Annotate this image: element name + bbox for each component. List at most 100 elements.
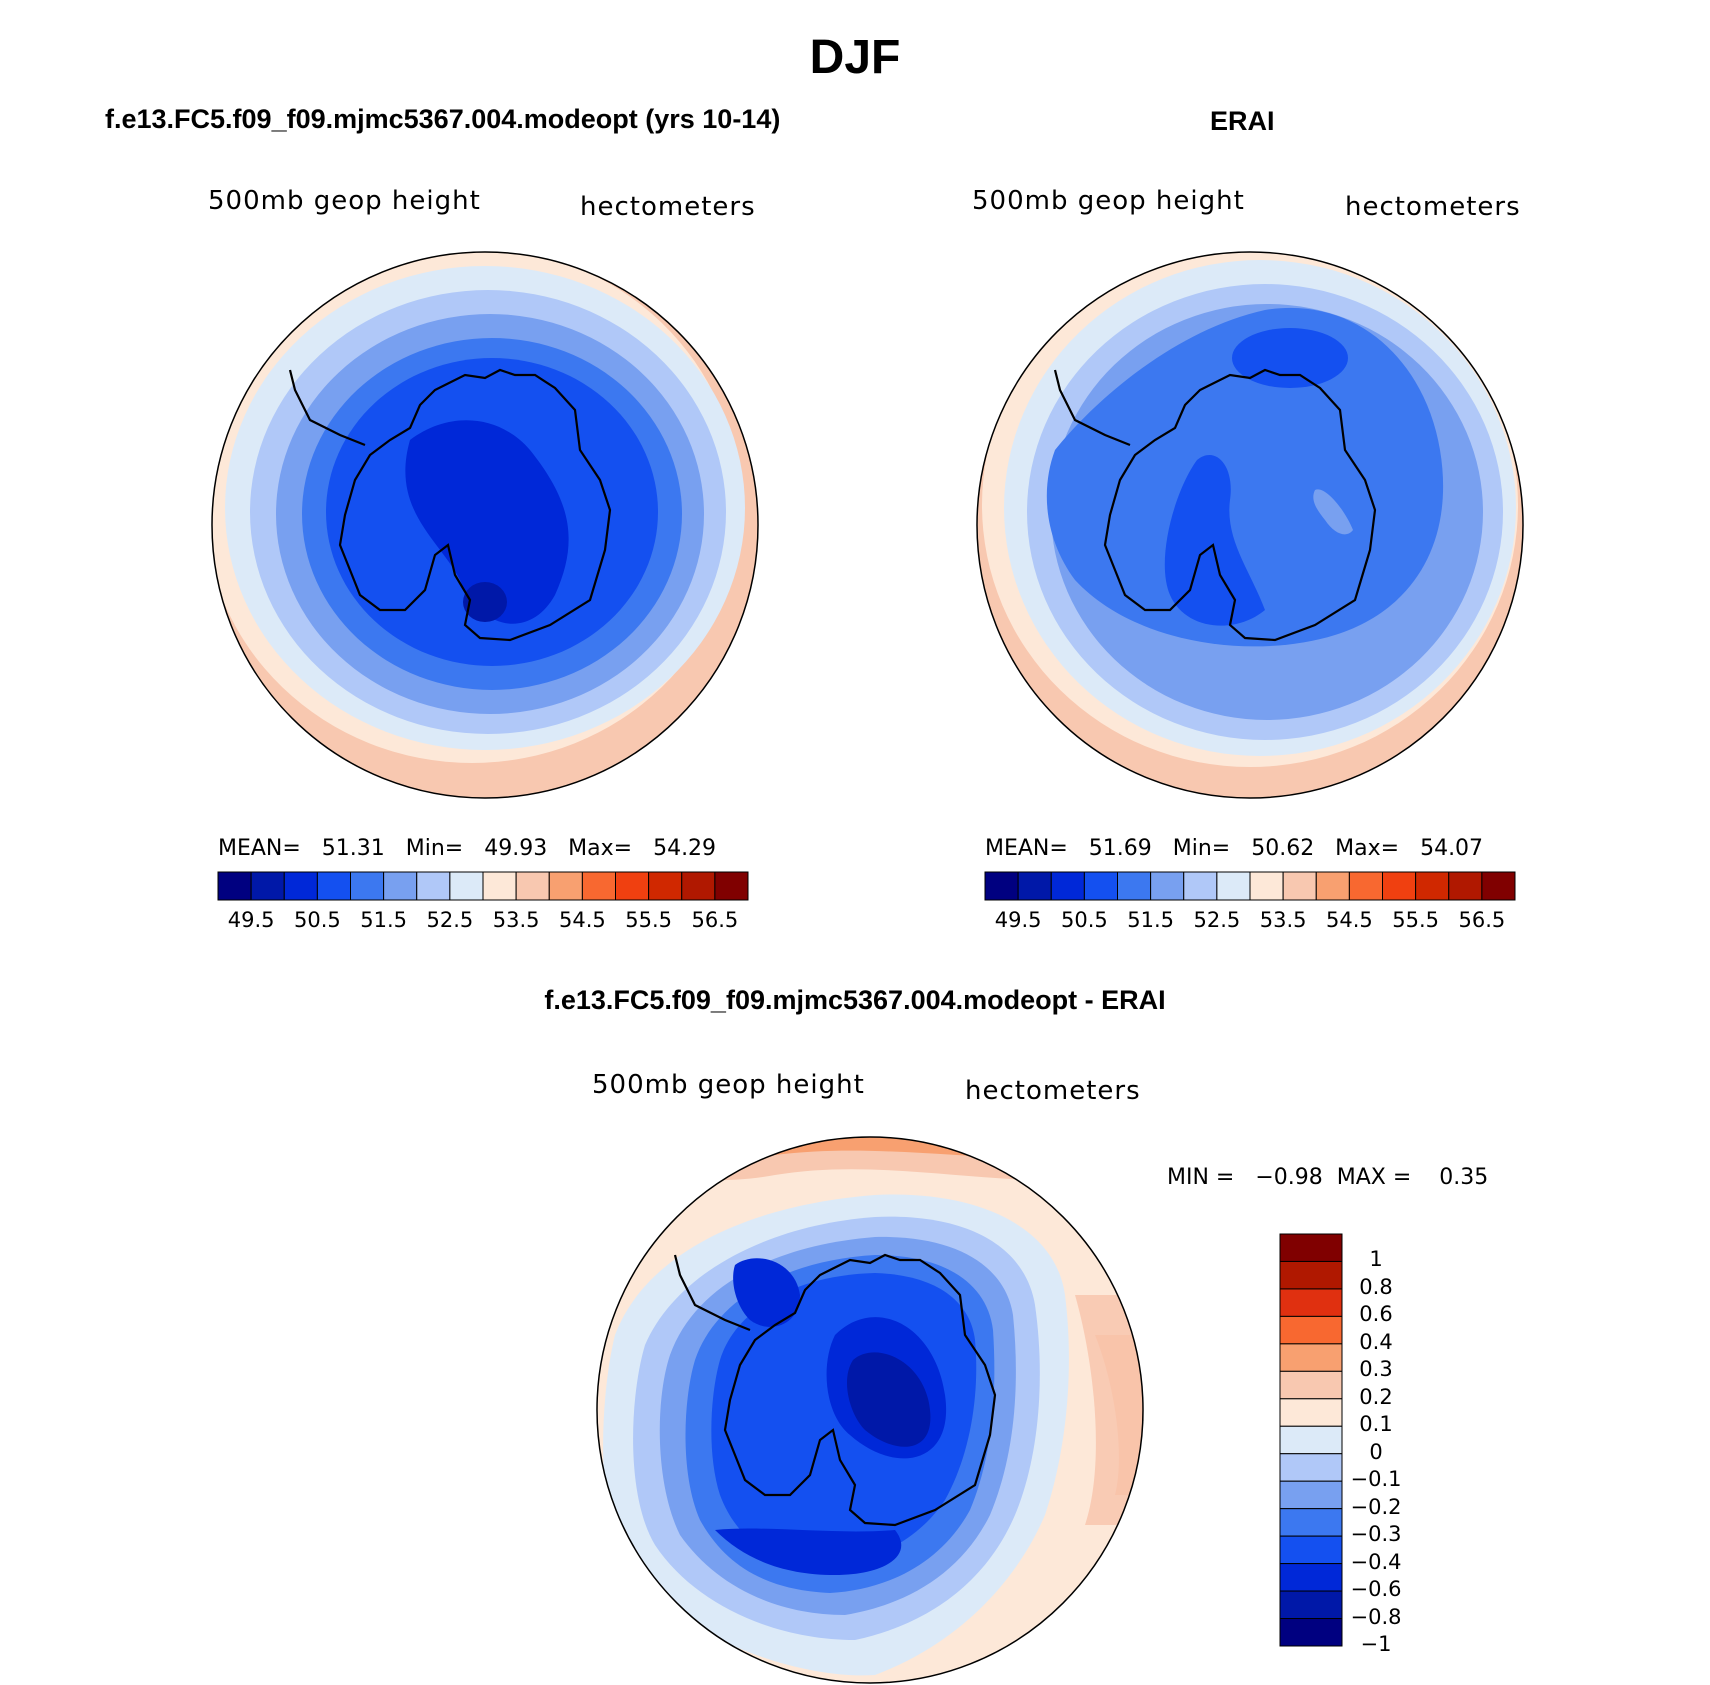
panel-1-map-border xyxy=(211,251,759,799)
panel-1-map xyxy=(211,251,759,799)
panel-3-antarctica-coastline xyxy=(723,1253,997,1527)
colorbar-swatch xyxy=(1279,1233,1343,1262)
colorbar-tick-label: 56.5 xyxy=(691,908,739,932)
panel-1-antarctica-coastline xyxy=(338,368,612,642)
colorbar-swatch xyxy=(1279,1288,1343,1317)
colorbar-swatch xyxy=(714,871,749,901)
colorbar-tick-label: −0.2 xyxy=(1350,1494,1402,1519)
colorbar-swatch xyxy=(1279,1535,1343,1565)
colorbar-tick-label: 54.5 xyxy=(1325,908,1373,932)
colorbar-tick-label: 56.5 xyxy=(1458,908,1506,932)
colorbar-tick-label: 0.1 xyxy=(1359,1412,1393,1437)
colorbar-tick-label: 55.5 xyxy=(625,908,672,932)
colorbar-swatch xyxy=(383,871,418,901)
colorbar-tick-label: −0.6 xyxy=(1350,1577,1402,1602)
colorbar-tick-label: 50.5 xyxy=(1060,908,1108,932)
panel-3-map xyxy=(596,1136,1144,1684)
colorbar-tick-label: 52.5 xyxy=(426,908,474,932)
panel-2-title: ERAI xyxy=(1210,106,1275,136)
colorbar-swatch xyxy=(1279,1508,1343,1537)
panel-3-peninsula-coastline xyxy=(673,1254,751,1332)
colorbar-tick-label: 53.5 xyxy=(1259,908,1307,932)
colorbar-swatch xyxy=(482,871,517,901)
panel-3-field-minus-1 xyxy=(846,1352,931,1447)
colorbar-tick-label: 52.5 xyxy=(1193,908,1241,932)
panel-2-units: hectometers xyxy=(1345,192,1521,222)
colorbar-swatch xyxy=(1382,871,1417,901)
colorbar-swatch xyxy=(217,871,252,901)
colorbar-swatch xyxy=(648,871,683,901)
colorbar-swatch xyxy=(449,871,484,901)
panel-1-units: hectometers xyxy=(580,192,756,222)
colorbar-swatch xyxy=(681,871,716,901)
colorbar-swatch xyxy=(1150,871,1185,901)
colorbar-tick-label: −0.3 xyxy=(1350,1522,1402,1547)
panel-2-peninsula-coastline xyxy=(1053,369,1131,447)
panel-2-antarctica-coastline xyxy=(1103,368,1377,642)
colorbar-tick-label: 0.6 xyxy=(1359,1302,1393,1327)
colorbar-swatch xyxy=(1083,871,1118,901)
panel-3-colorbar xyxy=(1279,1233,1343,1647)
colorbar-tick-label: 0 xyxy=(1369,1439,1383,1464)
panel-2-field-51 xyxy=(1046,307,1444,647)
panel-3-field-0-1-east xyxy=(1075,1295,1143,1525)
panel-3-field-minus-0-8-west xyxy=(733,1258,800,1327)
panel-1-variable: 500mb geop height xyxy=(208,186,481,216)
colorbar-tick-label: 51.5 xyxy=(360,908,407,932)
colorbar-swatch xyxy=(1279,1370,1343,1400)
panel-1-minimum xyxy=(463,582,507,622)
colorbar-swatch xyxy=(316,871,351,901)
colorbar-swatch xyxy=(283,871,318,901)
panel-1-colorbar xyxy=(217,871,749,901)
colorbar-swatch xyxy=(1348,871,1383,901)
colorbar-swatch xyxy=(1279,1590,1343,1620)
colorbar-swatch xyxy=(1279,1425,1343,1455)
colorbar-swatch xyxy=(1315,871,1350,901)
colorbar-tick-label: 0.3 xyxy=(1359,1357,1393,1382)
colorbar-tick-label: 49.5 xyxy=(994,908,1042,932)
colorbar-tick-label: 1 xyxy=(1369,1247,1383,1272)
colorbar-tick-label: 0.8 xyxy=(1359,1274,1393,1299)
panel-1-field-50 xyxy=(405,420,569,624)
colorbar-swatch xyxy=(615,871,650,901)
panel-3-stats: MIN = −0.98 MAX = 0.35 xyxy=(1167,1165,1489,1190)
panel-2-field-51-5-inner xyxy=(1313,489,1353,535)
colorbar-tick-label: −1 xyxy=(1360,1632,1392,1656)
colorbar-swatch xyxy=(1279,1453,1343,1482)
colorbar-swatch xyxy=(1481,871,1516,901)
colorbar-swatch xyxy=(1050,871,1085,901)
colorbar-swatch xyxy=(1216,871,1251,901)
colorbar-swatch xyxy=(1415,871,1450,901)
colorbar-tick-label: 49.5 xyxy=(227,908,275,932)
panel-2-field-50-5-south xyxy=(1164,454,1265,626)
colorbar-swatch xyxy=(1279,1398,1343,1427)
colorbar-tick-label: 51.5 xyxy=(1127,908,1174,932)
colorbar-tick-label: 55.5 xyxy=(1392,908,1439,932)
panel-2-map xyxy=(976,251,1524,799)
colorbar-swatch xyxy=(1279,1563,1343,1592)
colorbar-swatch xyxy=(1249,871,1284,901)
panel-1-stats: MEAN= 51.31 Min= 49.93 Max= 54.29 xyxy=(218,836,717,861)
colorbar-swatch xyxy=(515,871,550,901)
colorbar-tick-label: −0.4 xyxy=(1350,1549,1402,1574)
colorbar-tick-label: −0.1 xyxy=(1350,1467,1402,1492)
colorbar-swatch xyxy=(1279,1343,1343,1372)
colorbar-swatch xyxy=(1279,1315,1343,1345)
colorbar-swatch xyxy=(1117,871,1152,901)
colorbar-swatch xyxy=(1282,871,1317,901)
panel-1-title: f.e13.FC5.f09_f09.mjmc5367.004.modeopt (… xyxy=(105,104,781,134)
colorbar-swatch xyxy=(548,871,583,901)
colorbar-tick-label: 53.5 xyxy=(492,908,540,932)
colorbar-swatch xyxy=(581,871,616,901)
colorbar-tick-label: 50.5 xyxy=(293,908,341,932)
panel-3-variable: 500mb geop height xyxy=(592,1070,865,1100)
colorbar-tick-label: 0.2 xyxy=(1359,1384,1393,1409)
colorbar-swatch xyxy=(1279,1480,1343,1510)
panel-2-colorbar xyxy=(984,871,1516,901)
panel-2-stats: MEAN= 51.69 Min= 50.62 Max= 54.07 xyxy=(985,836,1484,861)
colorbar-swatch xyxy=(350,871,385,901)
colorbar-swatch xyxy=(1279,1260,1343,1290)
panel-2-variable: 500mb geop height xyxy=(972,186,1245,216)
panel-3-field-minus-0-8-south xyxy=(715,1528,902,1575)
colorbar-tick-label: 0.4 xyxy=(1359,1329,1393,1354)
